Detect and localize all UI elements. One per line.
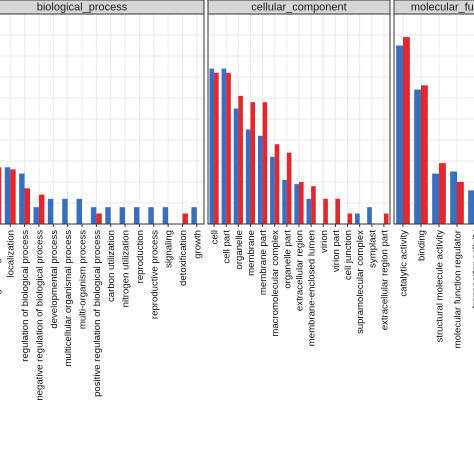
x-tick-label: extracellular region part bbox=[379, 230, 390, 331]
bar bbox=[335, 198, 341, 224]
bar bbox=[10, 169, 16, 224]
x-tick-label: localization bbox=[6, 230, 17, 277]
x-tick-label: extracellular region bbox=[295, 230, 306, 311]
bar bbox=[221, 68, 227, 224]
bar bbox=[76, 198, 82, 224]
bar bbox=[96, 213, 102, 224]
x-tick-label: organelle part bbox=[282, 230, 293, 289]
bar bbox=[414, 89, 421, 224]
bar bbox=[282, 179, 287, 224]
bar bbox=[19, 173, 25, 224]
bar bbox=[294, 184, 299, 224]
x-tick-label: macromolecular complex bbox=[270, 230, 281, 337]
bar bbox=[270, 156, 275, 224]
bar bbox=[323, 198, 328, 224]
x-tick-label: symplast bbox=[367, 230, 378, 268]
facet-strip bbox=[0, 0, 205, 15]
x-tick-label: catalytic activity bbox=[399, 230, 410, 297]
bar bbox=[286, 152, 292, 224]
bar bbox=[233, 108, 239, 224]
facet-strip bbox=[393, 0, 474, 15]
bar bbox=[209, 68, 215, 224]
x-tick-label: cell bbox=[210, 230, 221, 244]
bar bbox=[432, 173, 439, 224]
bar bbox=[191, 207, 197, 224]
bar bbox=[421, 85, 428, 225]
x-tick-label: organelle bbox=[234, 230, 245, 269]
x-tick-label: nitrogen utilization bbox=[121, 230, 132, 307]
x-tick-label: developmental process bbox=[49, 230, 60, 329]
x-tick-label: negative regulation of biological proces… bbox=[34, 230, 45, 401]
bar bbox=[90, 207, 97, 224]
bar bbox=[62, 198, 68, 224]
bar bbox=[274, 144, 280, 224]
x-tick-label: supramolecular complex bbox=[355, 230, 366, 334]
x-tick-label: detoxification bbox=[178, 230, 189, 286]
x-tick-label: transporter activity bbox=[471, 230, 474, 309]
bar bbox=[355, 213, 360, 224]
x-tick-label: cell part bbox=[222, 230, 233, 264]
x-tick-label: biological regulation bbox=[0, 230, 2, 315]
bar bbox=[47, 198, 54, 224]
bar bbox=[38, 194, 45, 224]
bar bbox=[299, 182, 304, 224]
bar bbox=[133, 207, 140, 224]
x-tick-label: membrane part bbox=[258, 230, 269, 295]
x-tick-label: reproduction bbox=[135, 230, 146, 283]
x-tick-label: multicellular organismal process bbox=[63, 230, 74, 367]
x-tick-label: regulation of biological process bbox=[20, 230, 31, 362]
bar bbox=[396, 45, 403, 224]
x-tick-label: structural molecule activity bbox=[435, 230, 446, 343]
facet-strip-label: cellular_component bbox=[251, 2, 346, 14]
x-tick-label: reproductive process bbox=[149, 230, 160, 319]
bar bbox=[257, 135, 263, 224]
bar bbox=[383, 213, 389, 224]
x-tick-label: positive regulation of biological proces… bbox=[92, 230, 103, 397]
x-tick-label: virion bbox=[319, 230, 330, 253]
bar bbox=[105, 207, 111, 224]
facet-strip-label: biological_process bbox=[37, 2, 128, 14]
facet-strip-label: molecular_function bbox=[411, 2, 474, 14]
x-tick-label: carbon utilization bbox=[106, 230, 117, 302]
bar bbox=[403, 37, 410, 224]
bar bbox=[226, 72, 231, 224]
x-tick-label: virion part bbox=[331, 230, 342, 272]
bar bbox=[33, 207, 39, 224]
x-tick-label: membrane bbox=[246, 230, 257, 276]
bar bbox=[148, 207, 154, 224]
bar bbox=[245, 129, 251, 224]
bar bbox=[367, 207, 372, 224]
bar bbox=[457, 182, 464, 224]
bar bbox=[162, 207, 169, 224]
x-tick-label: membrane-enclosed lumen bbox=[307, 230, 318, 346]
bar bbox=[24, 188, 31, 224]
bar bbox=[311, 186, 316, 224]
bar bbox=[250, 102, 256, 224]
bar bbox=[262, 102, 268, 224]
bar bbox=[439, 163, 446, 224]
bar bbox=[214, 72, 219, 224]
bar bbox=[238, 95, 243, 225]
x-tick-label: molecular function regulator bbox=[453, 229, 464, 348]
x-tick-label: cell junction bbox=[343, 230, 354, 280]
bar bbox=[347, 213, 353, 224]
x-tick-label: growth bbox=[192, 230, 203, 259]
bar bbox=[450, 171, 457, 224]
bar bbox=[306, 198, 312, 224]
facet-strip bbox=[207, 0, 391, 15]
bar bbox=[119, 207, 126, 224]
bar bbox=[0, 167, 2, 224]
bar bbox=[182, 213, 188, 224]
bar bbox=[4, 167, 11, 224]
bar bbox=[468, 190, 474, 224]
x-tick-label: signaling bbox=[164, 230, 175, 268]
x-tick-label: binding bbox=[417, 230, 428, 261]
x-tick-label: multi-organism process bbox=[78, 230, 89, 329]
